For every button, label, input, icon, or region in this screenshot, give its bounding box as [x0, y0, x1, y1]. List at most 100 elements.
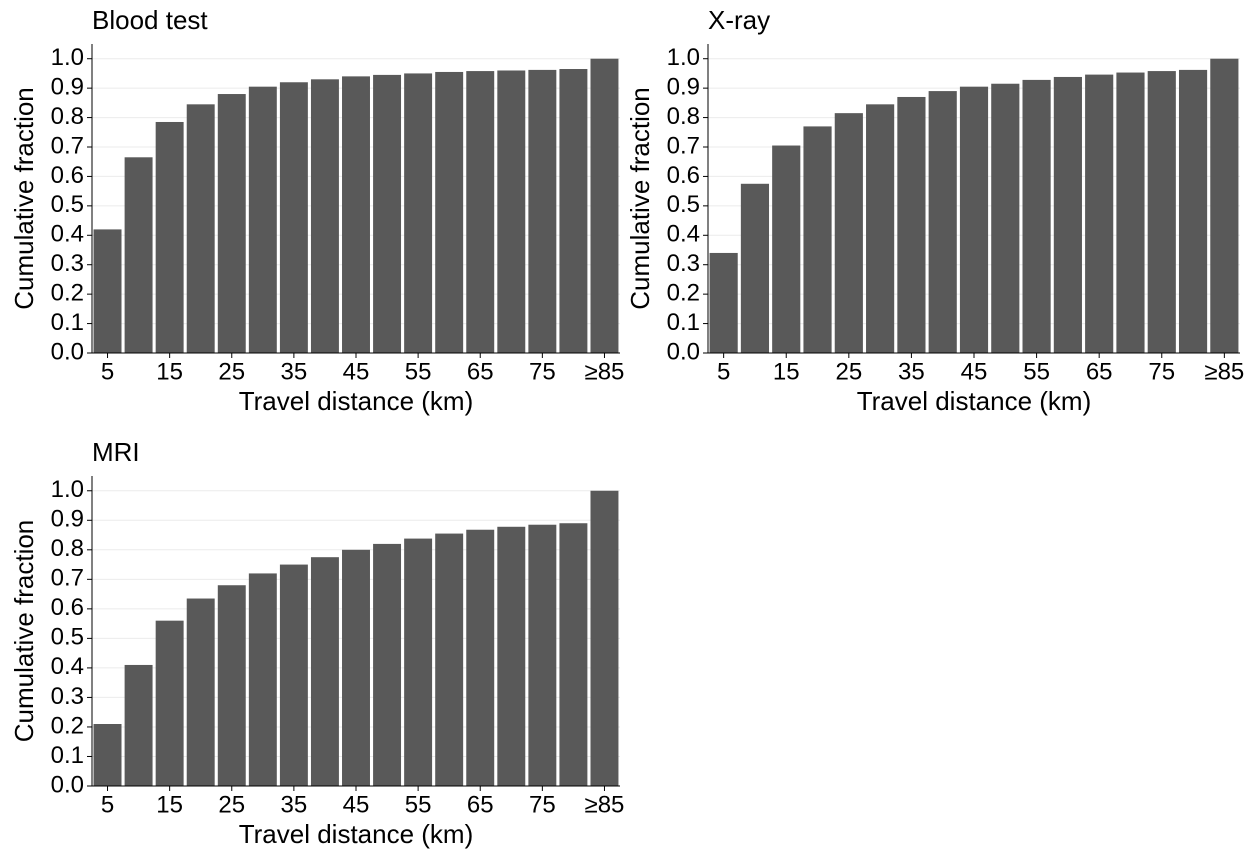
bar: [310, 79, 339, 354]
bar: [1053, 76, 1082, 354]
bar: [709, 252, 738, 353]
y-tick-label: 0.3: [51, 683, 84, 710]
bar: [959, 86, 989, 354]
y-tick-label: 1.0: [667, 44, 700, 71]
bar: [373, 74, 402, 354]
y-tick-label: 0.5: [51, 191, 84, 218]
bar: [217, 585, 246, 786]
y-tick-label: 0.6: [51, 162, 84, 189]
x-tick-label: 25: [835, 358, 862, 385]
panel-title: Blood test: [92, 5, 208, 35]
x-tick-label: 25: [218, 358, 245, 385]
bar: [803, 126, 832, 354]
bar: [559, 523, 588, 786]
bar: [497, 526, 526, 786]
y-tick-label: 0.7: [51, 132, 84, 159]
y-tick-label: 1.0: [51, 476, 84, 503]
y-tick-label: 0.3: [667, 250, 700, 277]
x-tick-label: 65: [1086, 358, 1113, 385]
bar: [1178, 69, 1208, 353]
x-tick-label: 55: [1023, 358, 1050, 385]
bar: [497, 70, 526, 353]
bar: [866, 104, 895, 353]
bar: [590, 58, 619, 353]
y-tick-label: 0.4: [51, 653, 84, 680]
panel: Blood test Cumulative fraction Travel dist…: [9, 5, 625, 416]
bar: [435, 71, 464, 353]
bar: [528, 524, 557, 786]
bar: [342, 549, 370, 786]
x-tick-label: 65: [467, 791, 494, 818]
x-tick-label: ≥85: [585, 358, 625, 385]
y-tick-label: 0.5: [51, 624, 84, 651]
y-tick-label: 0.2: [667, 279, 700, 306]
bar: [93, 229, 122, 353]
y-tick-label: 0.9: [667, 73, 700, 100]
x-tick-label: 65: [467, 358, 494, 385]
bar: [528, 69, 557, 353]
bar: [373, 543, 402, 786]
bar: [559, 69, 588, 353]
bar: [1022, 79, 1051, 353]
bar: [740, 183, 770, 353]
bar: [466, 71, 495, 354]
x-tick-label: 35: [281, 791, 308, 818]
bar: [342, 76, 370, 353]
x-tick-label: 25: [218, 791, 245, 818]
y-tick-label: 0.1: [667, 309, 700, 336]
y-tick-label: 0.5: [667, 191, 700, 218]
bar: [279, 82, 308, 353]
bar: [124, 664, 153, 786]
bar: [834, 113, 863, 354]
x-tick-label: 35: [898, 358, 925, 385]
bar: [279, 564, 308, 786]
bar: [155, 121, 184, 353]
y-tick-label: 0.2: [51, 279, 84, 306]
bar: [310, 557, 339, 786]
x-tick-label: 75: [529, 791, 556, 818]
x-tick-label: 5: [101, 791, 114, 818]
y-tick-label: 0.2: [51, 712, 84, 739]
x-tick-label: 45: [343, 358, 370, 385]
y-tick-label: 0.8: [667, 103, 700, 130]
panel-title: MRI: [92, 437, 140, 467]
bar: [186, 598, 215, 786]
bar: [217, 94, 246, 354]
bar: [155, 620, 184, 786]
y-axis-title: Cumulative fraction: [9, 520, 39, 743]
x-tick-label: ≥85: [585, 791, 625, 818]
x-tick-label: 45: [343, 791, 370, 818]
y-tick-label: 0.1: [51, 309, 84, 336]
x-tick-label: ≥85: [1204, 358, 1244, 385]
bar: [466, 529, 495, 786]
y-tick-label: 0.0: [51, 771, 84, 798]
panel: X-ray Cumulative fraction Travel distance …: [625, 5, 1244, 416]
bar: [404, 73, 433, 353]
panel: MRI Cumulative fraction Travel distance (k…: [9, 437, 625, 849]
x-tick-label: 75: [1148, 358, 1175, 385]
x-tick-label: 45: [961, 358, 988, 385]
bar: [124, 157, 153, 353]
bar: [435, 533, 464, 786]
bar: [1210, 58, 1239, 353]
y-tick-label: 0.8: [51, 103, 84, 130]
y-tick-label: 0.0: [51, 338, 84, 365]
y-tick-label: 0.6: [51, 594, 84, 621]
y-tick-label: 0.8: [51, 535, 84, 562]
bar: [590, 490, 619, 786]
x-tick-label: 55: [405, 791, 432, 818]
x-tick-label: 5: [717, 358, 730, 385]
y-axis-title: Cumulative fraction: [9, 87, 39, 310]
y-tick-label: 0.9: [51, 506, 84, 533]
bar: [772, 145, 801, 353]
x-tick-label: 5: [101, 358, 114, 385]
bar: [1147, 71, 1176, 354]
bar: [186, 104, 215, 353]
y-tick-label: 0.9: [51, 73, 84, 100]
bar: [404, 538, 433, 786]
y-tick-label: 0.7: [667, 132, 700, 159]
x-tick-label: 75: [529, 358, 556, 385]
y-tick-label: 0.7: [51, 565, 84, 592]
bar: [93, 724, 122, 786]
